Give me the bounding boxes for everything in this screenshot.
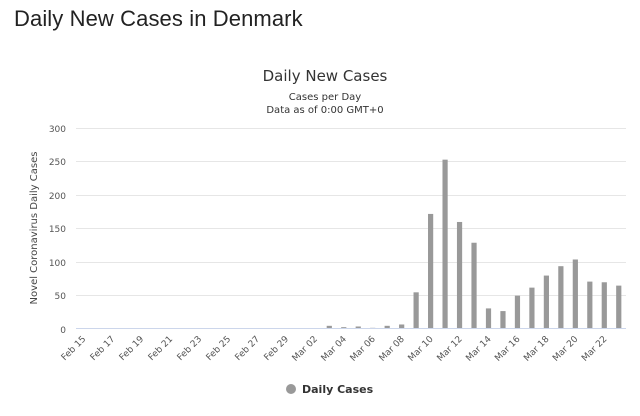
bar[interactable] <box>572 259 578 329</box>
x-tick-label: Feb 15 <box>60 335 88 363</box>
legend-series-marker <box>286 384 296 394</box>
x-tick-label: Feb 29 <box>263 334 292 363</box>
x-tick-label: Feb 25 <box>205 335 233 363</box>
bar[interactable] <box>399 324 405 329</box>
chart-subtitle-line-1: Cases per Day <box>289 92 361 103</box>
x-tick-label: Feb 19 <box>118 334 147 363</box>
gridlines <box>76 128 626 296</box>
x-tick-label: Mar 12 <box>436 335 465 364</box>
bar[interactable] <box>543 275 549 329</box>
y-tick-label: 200 <box>49 192 66 202</box>
bar[interactable] <box>558 266 564 329</box>
y-tick-label: 300 <box>49 125 66 135</box>
bar[interactable] <box>529 287 535 329</box>
y-tick-label: 250 <box>49 158 66 168</box>
bar[interactable] <box>471 242 477 329</box>
y-tick-label: 150 <box>49 225 66 235</box>
x-tick-label: Mar 04 <box>320 334 349 363</box>
x-tick-label: Feb 17 <box>89 335 117 363</box>
bars <box>326 159 622 329</box>
page-heading: Daily New Cases in Denmark <box>14 6 303 31</box>
chart-subtitle-line-2: Data as of 0:00 GMT+0 <box>266 105 383 116</box>
x-tick-label: Mar 08 <box>378 334 407 363</box>
bar[interactable] <box>456 221 463 329</box>
bar[interactable] <box>341 327 347 329</box>
bar[interactable] <box>500 311 506 329</box>
x-tick-label: Mar 20 <box>551 334 580 363</box>
bar[interactable] <box>413 292 419 329</box>
x-tick-label: Feb 23 <box>176 335 204 363</box>
x-tick-label: Mar 22 <box>580 335 609 364</box>
bar[interactable] <box>514 295 521 329</box>
bar[interactable] <box>384 325 390 329</box>
x-tick-label: Feb 27 <box>234 335 262 363</box>
x-tick-label: Feb 21 <box>147 335 175 363</box>
x-tick-label: Mar 18 <box>522 334 551 363</box>
bar[interactable] <box>326 325 332 329</box>
y-axis-ticks: 0 50 100 150 200 250 300 <box>49 125 66 336</box>
y-axis-label: Novel Coronavirus Daily Cases <box>29 152 40 305</box>
x-tick-label: Mar 10 <box>407 334 436 363</box>
bar[interactable] <box>485 308 492 329</box>
bar[interactable] <box>616 285 622 329</box>
x-tick-label: Mar 06 <box>349 334 378 363</box>
bar[interactable] <box>587 281 593 329</box>
legend[interactable]: Daily Cases <box>286 383 374 396</box>
y-tick-label: 50 <box>55 292 67 302</box>
y-tick-label: 0 <box>60 326 66 336</box>
x-axis-ticks: Feb 15 Feb 17 Feb 19 Feb 21 Feb 23 Feb 25 Feb … <box>60 334 610 363</box>
bar[interactable] <box>601 282 607 329</box>
x-tick-label: Mar 02 <box>291 335 320 364</box>
y-tick-label: 100 <box>49 259 66 269</box>
legend-series-label[interactable]: Daily Cases <box>302 383 374 396</box>
bar[interactable] <box>442 159 448 329</box>
x-tick-label: Mar 16 <box>493 334 522 363</box>
bar[interactable] <box>428 213 434 329</box>
x-tick-label: Mar 14 <box>464 334 493 363</box>
bar[interactable] <box>355 326 361 329</box>
chart-title: Daily New Cases <box>263 67 388 85</box>
